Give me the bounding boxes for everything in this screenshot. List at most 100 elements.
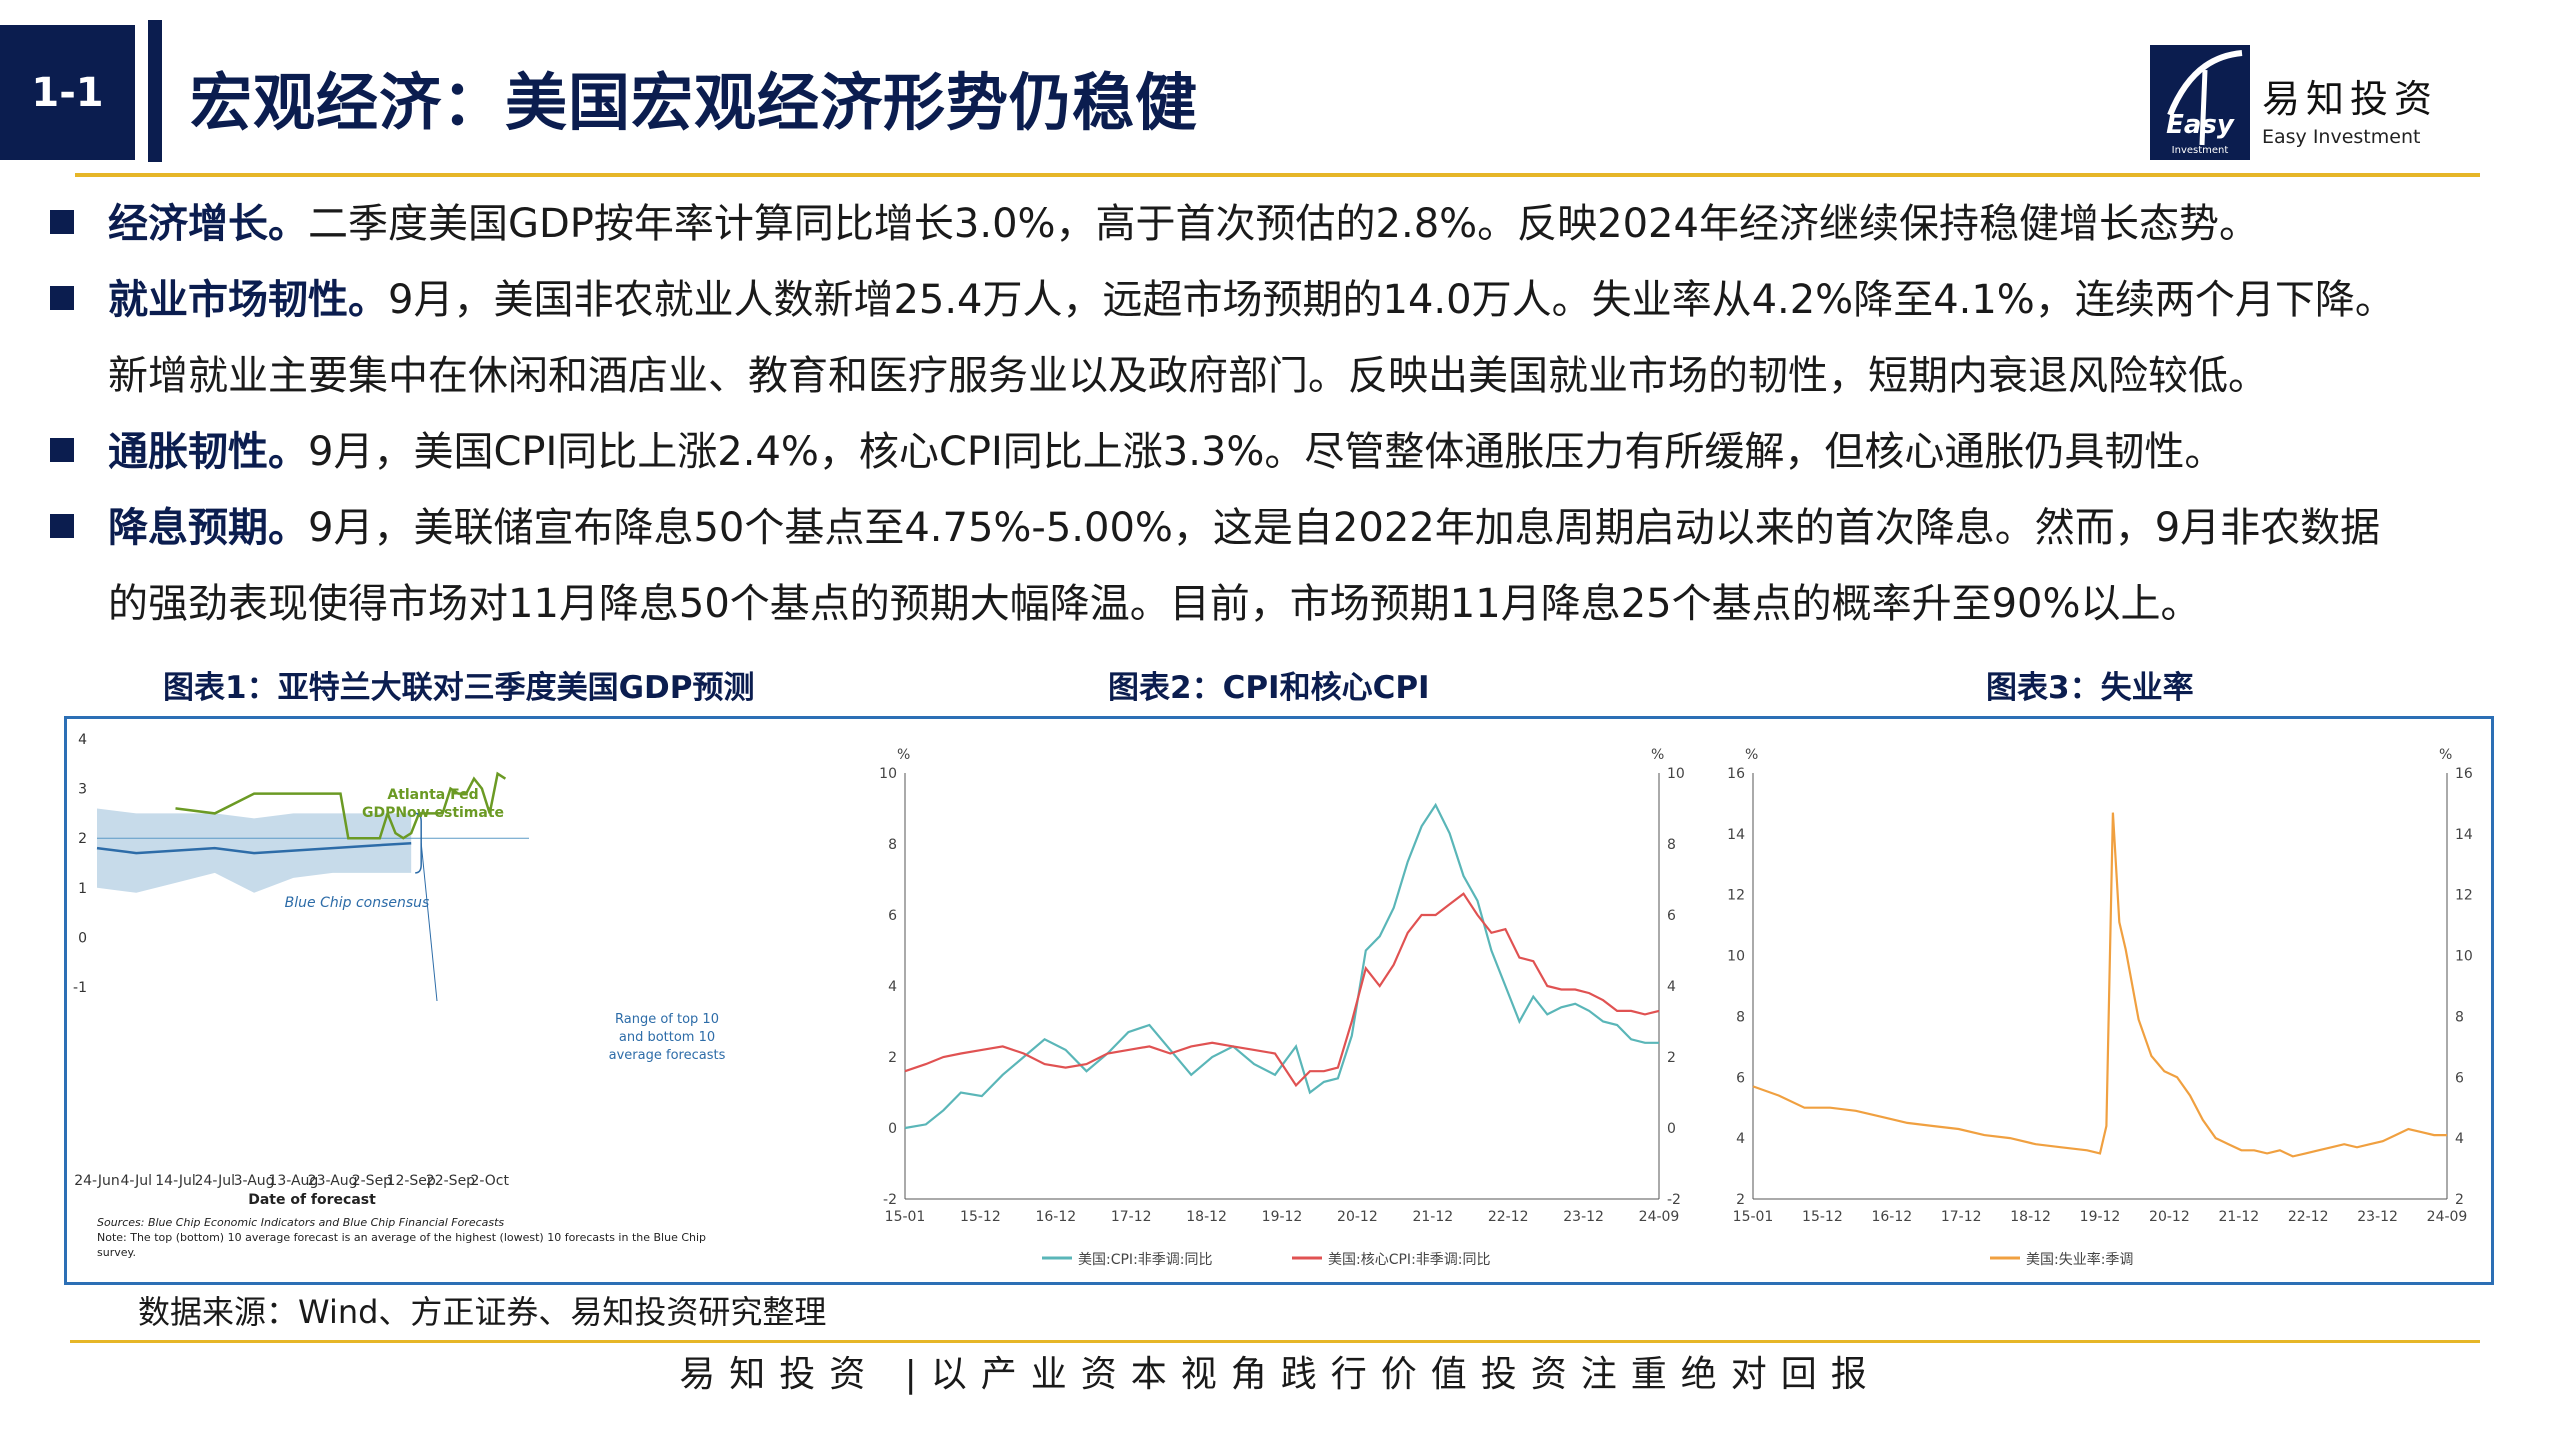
gdp-x-tick: 23-Aug xyxy=(308,1173,358,1189)
range-annotation: Range of top 10 xyxy=(615,1012,719,1027)
page-title: 宏观经济：美国宏观经济形势仍稳健 xyxy=(190,66,1199,139)
x-tick: 15-01 xyxy=(1733,1209,1774,1225)
y-tick-left: 10 xyxy=(1727,949,1745,965)
bullet-continuation: 的强劲表现使得市场对11月降息50个基点的预期大幅降温。目前，市场预期11月降息… xyxy=(108,581,2201,627)
gdp-x-axis-label: Date of forecast xyxy=(248,1192,376,1208)
bullet-square-icon xyxy=(50,286,74,310)
series-line-0 xyxy=(1752,812,2447,1158)
gdp-y-tick: 4 xyxy=(78,732,87,748)
y-tick-right: 10 xyxy=(1667,766,1685,782)
bullet-head: 就业市场韧性。 xyxy=(108,277,388,323)
y-tick-left: 4 xyxy=(1736,1131,1745,1147)
x-tick: 18-12 xyxy=(1186,1209,1227,1225)
gdp-y-tick: 3 xyxy=(78,782,87,798)
y-tick-left: 2 xyxy=(1736,1192,1745,1208)
legend-label: 美国:CPI:非季调:同比 xyxy=(1078,1252,1213,1268)
gdp-x-tick: 14-Jul xyxy=(155,1173,196,1189)
charts-frame: 4 3 2 1 0 -1 24-Jun 4-Jul 14-Jul 24-Jul 3-Aug 13-Au… xyxy=(64,716,2494,1285)
gdp-x-tick: 13-Aug xyxy=(268,1173,318,1189)
gdp-x-tick: 3-Aug xyxy=(234,1173,275,1189)
y-tick-right: 6 xyxy=(1667,908,1676,924)
bluechip-consensus-line xyxy=(96,841,412,855)
x-tick: 23-12 xyxy=(2357,1209,2398,1225)
x-tick: 21-12 xyxy=(1412,1209,1453,1225)
y-tick-right: 4 xyxy=(1667,979,1676,995)
gdpnow-annotation: Atlanta Fed xyxy=(387,787,478,803)
y-tick-left: 16 xyxy=(1727,766,1745,782)
y-tick-right: 2 xyxy=(2455,1192,2464,1208)
y-tick-left: 8 xyxy=(888,837,897,853)
y-tick-left: -2 xyxy=(883,1192,897,1208)
x-tick: 15-01 xyxy=(885,1209,926,1225)
bullet-employment: 就业市场韧性。9月，美国非农就业人数新增25.4万人，远超市场预期的14.0万人… xyxy=(50,262,2520,414)
series-line-0 xyxy=(904,802,1659,1130)
header-rule xyxy=(75,173,2480,177)
gdp-x-tick: 22-Sep xyxy=(426,1173,475,1189)
y-tick-left: 0 xyxy=(888,1121,897,1137)
gdp-x-tick: 4-Jul xyxy=(120,1173,152,1189)
gdp-y-tick: 1 xyxy=(78,881,87,897)
data-source: 数据来源：Wind、方正证券、易知投资研究整理 xyxy=(138,1293,827,1331)
gdp-x-tick: 2-Oct xyxy=(470,1173,509,1189)
gdp-source-note: Sources: Blue Chip Economic Indicators a… xyxy=(97,1216,504,1229)
chart-title-unemployment: 图表3：失业率 xyxy=(1986,670,2194,706)
bullet-square-icon xyxy=(50,438,74,462)
brand-logo-mark: Easy Investment xyxy=(2166,50,2243,156)
range-bracket xyxy=(415,812,422,874)
bullet-square-icon xyxy=(50,514,74,538)
y-unit-left: % xyxy=(1745,747,1758,763)
y-unit-right: % xyxy=(2439,747,2452,763)
y-tick-right: 2 xyxy=(1667,1050,1676,1066)
x-tick: 17-12 xyxy=(1941,1209,1982,1225)
gdp-y-tick: 2 xyxy=(78,831,87,847)
bullet-head: 经济增长。 xyxy=(108,201,308,247)
gdp-x-tick: 24-Jun xyxy=(74,1173,120,1189)
x-tick: 15-12 xyxy=(1802,1209,1843,1225)
y-tick-left: 6 xyxy=(1736,1070,1745,1086)
bullet-gdp: 经济增长。二季度美国GDP按年率计算同比增长3.0%，高于首次预估的2.8%。反… xyxy=(50,186,2520,262)
y-tick-left: 2 xyxy=(888,1050,897,1066)
x-tick: 19-12 xyxy=(1262,1209,1303,1225)
x-tick: 18-12 xyxy=(2010,1209,2051,1225)
chart-title-gdp: 图表1：亚特兰大联对三季度美国GDP预测 xyxy=(163,670,755,706)
bullet-head: 通胀韧性。 xyxy=(108,429,308,475)
y-tick-right: 8 xyxy=(1667,837,1676,853)
y-tick-right: 0 xyxy=(1667,1121,1676,1137)
x-tick: 22-12 xyxy=(2288,1209,2329,1225)
bullet-text: 二季度美国GDP按年率计算同比增长3.0%，高于首次预估的2.8%。反映2024… xyxy=(308,201,2259,247)
x-tick: 19-12 xyxy=(2080,1209,2121,1225)
y-tick-right: 4 xyxy=(2455,1131,2464,1147)
bullet-square-icon xyxy=(50,210,74,234)
range-leader-line xyxy=(420,843,438,1002)
y-tick-left: 8 xyxy=(1736,1009,1745,1025)
y-tick-left: 14 xyxy=(1727,827,1745,843)
gdp-method-note: Note: The top (bottom) 10 average foreca… xyxy=(97,1231,706,1244)
gdp-method-note: survey. xyxy=(97,1246,136,1259)
brand-logo: Easy Investment xyxy=(2150,45,2250,160)
section-badge: 1-1 xyxy=(0,25,135,160)
x-tick: 22-12 xyxy=(1488,1209,1529,1225)
y-tick-left: 4 xyxy=(888,979,897,995)
range-annotation: average forecasts xyxy=(609,1048,726,1063)
bullet-continuation: 新增就业主要集中在休闲和酒店业、教育和医疗服务业以及政府部门。反映出美国就业市场… xyxy=(108,353,2268,399)
y-tick-right: 16 xyxy=(2455,766,2473,782)
x-tick: 20-12 xyxy=(1337,1209,1378,1225)
x-tick: 16-12 xyxy=(1035,1209,1076,1225)
gdp-x-tick: 24-Jul xyxy=(195,1173,236,1189)
y-tick-right: -2 xyxy=(1667,1192,1681,1208)
y-tick-left: 10 xyxy=(879,766,897,782)
brand-name-en: Easy Investment xyxy=(2262,126,2421,148)
svg-text:Easy: Easy xyxy=(2166,110,2235,140)
y-unit-left: % xyxy=(897,747,910,763)
badge-divider xyxy=(148,20,162,162)
legend-label: 美国:核心CPI:非季调:同比 xyxy=(1328,1252,1491,1268)
bullet-text: 9月，美国CPI同比上涨2.4%，核心CPI同比上涨3.3%。尽管整体通胀压力有… xyxy=(308,429,2225,475)
y-tick-right: 12 xyxy=(2455,888,2473,904)
gdp-x-tick: 12-Sep xyxy=(387,1173,436,1189)
x-tick: 16-12 xyxy=(1871,1209,1912,1225)
y-unit-right: % xyxy=(1651,747,1664,763)
y-tick-left: 12 xyxy=(1727,888,1745,904)
y-tick-right: 10 xyxy=(2455,949,2473,965)
y-tick-right: 14 xyxy=(2455,827,2473,843)
